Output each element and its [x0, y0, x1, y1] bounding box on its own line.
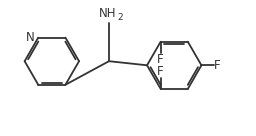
- Text: 2: 2: [118, 13, 123, 22]
- Text: F: F: [214, 59, 220, 72]
- Text: F: F: [157, 65, 164, 78]
- Text: N: N: [25, 31, 34, 44]
- Text: F: F: [157, 53, 164, 66]
- Text: NH: NH: [99, 7, 116, 20]
